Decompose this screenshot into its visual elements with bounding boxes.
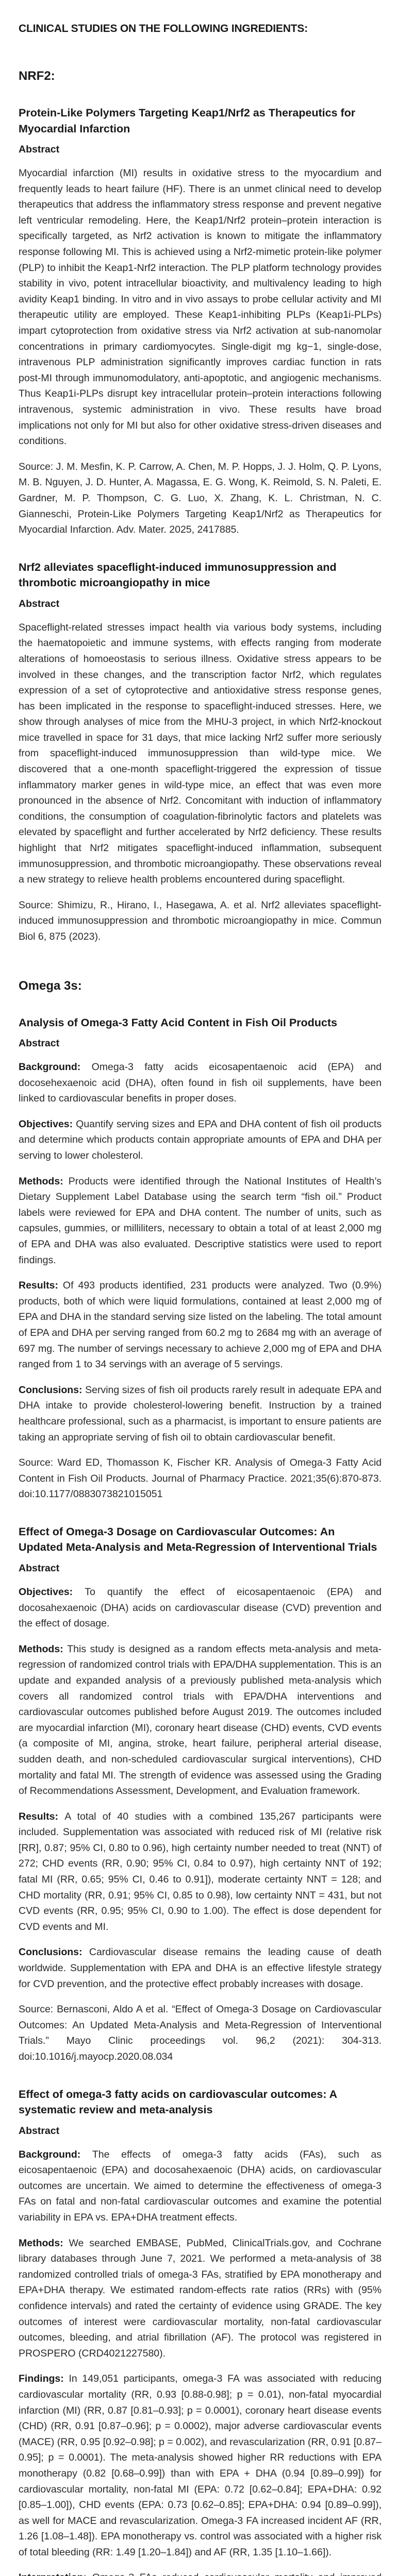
source-citation: Source: Ward ED, Thomasson K, Fischer KR…: [19, 1457, 382, 1500]
abstract-label: Abstract: [19, 1038, 60, 1049]
paragraph-lead: Results:: [19, 1810, 65, 1822]
abstract-paragraph: Results: A total of 40 studies with a co…: [19, 1810, 382, 1933]
page-title: CLINICAL STUDIES ON THE FOLLOWING INGRED…: [19, 23, 308, 35]
abstract-label: Abstract: [19, 144, 60, 156]
paragraph-lead: Findings:: [19, 2373, 69, 2385]
paragraph-lead: Objectives:: [19, 1118, 76, 1130]
paragraph-lead: Conclusions:: [19, 1946, 89, 1958]
section-heading: Omega 3s:: [19, 978, 82, 993]
paragraph-lead: Methods:: [19, 2237, 69, 2249]
paragraph-lead: Conclusions:: [19, 1384, 86, 1396]
abstract-paragraph: Objectives: To quantify the effect of ei…: [19, 1586, 382, 1630]
section-heading: NRF2:: [19, 69, 55, 83]
paragraph-lead: Methods:: [19, 1643, 68, 1655]
abstract-paragraph: Myocardial infarction (MI) results in ox…: [19, 167, 382, 447]
article-title: Nrf2 alleviates spaceflight-induced immu…: [19, 561, 337, 589]
paragraph-lead: Results:: [19, 1280, 63, 1292]
abstract-label: Abstract: [19, 1562, 60, 1574]
article-title: Effect of omega-3 fatty acids on cardiov…: [19, 2088, 337, 2116]
article-title: Protein-Like Polymers Targeting Keap1/Nr…: [19, 107, 356, 135]
abstract-label: Abstract: [19, 598, 60, 609]
abstract-paragraph: Conclusions: Cardiovascular disease rema…: [19, 1946, 382, 1990]
abstract-paragraph: Interpretation: Omega-3 FAs reduced card…: [19, 2570, 382, 2576]
abstract-paragraph: Results: Of 493 products identified, 231…: [19, 1280, 382, 1370]
source-citation: Source: Bernasconi, Aldo A et al. “Effec…: [19, 2004, 382, 2063]
article-title: Effect of Omega-3 Dosage on Cardiovascul…: [19, 1525, 377, 1554]
source-citation: Source: J. M. Mesfin, K. P. Carrow, A. C…: [19, 461, 382, 536]
paragraph-lead: Background:: [19, 1061, 92, 1073]
article-title: Analysis of Omega-3 Fatty Acid Content i…: [19, 1016, 338, 1029]
abstract-paragraph: Objectives: Quantify serving sizes and E…: [19, 1118, 382, 1162]
paragraph-lead: Background:: [19, 2148, 92, 2160]
abstract-paragraph: Methods: We searched EMBASE, PubMed, Cli…: [19, 2237, 382, 2359]
paragraph-lead: Objectives:: [19, 1586, 85, 1598]
paragraph-lead: Methods:: [19, 1175, 69, 1187]
source-citation: Source: Shimizu, R., Hirano, I., Hasegaw…: [19, 899, 382, 942]
paragraph-lead: Interpretation:: [19, 2572, 92, 2576]
abstract-paragraph: Findings: In 149,051 participants, omega…: [19, 2373, 382, 2558]
abstract-paragraph: Spaceflight-related stresses impact heal…: [19, 621, 382, 886]
abstract-paragraph: Methods: Products were identified throug…: [19, 1175, 382, 1266]
abstract-paragraph: Background: Omega-3 fatty acids eicosape…: [19, 1061, 382, 1105]
abstract-paragraph: Background: The effects of omega-3 fatty…: [19, 2148, 382, 2224]
abstract-paragraph: Methods: This study is designed as a ran…: [19, 1643, 382, 1797]
abstract-label: Abstract: [19, 2125, 60, 2137]
document-content: NRF2: Protein-Like Polymers Targeting Kea…: [19, 69, 382, 2576]
abstract-paragraph: Conclusions: Serving sizes of fish oil p…: [19, 1384, 382, 1443]
